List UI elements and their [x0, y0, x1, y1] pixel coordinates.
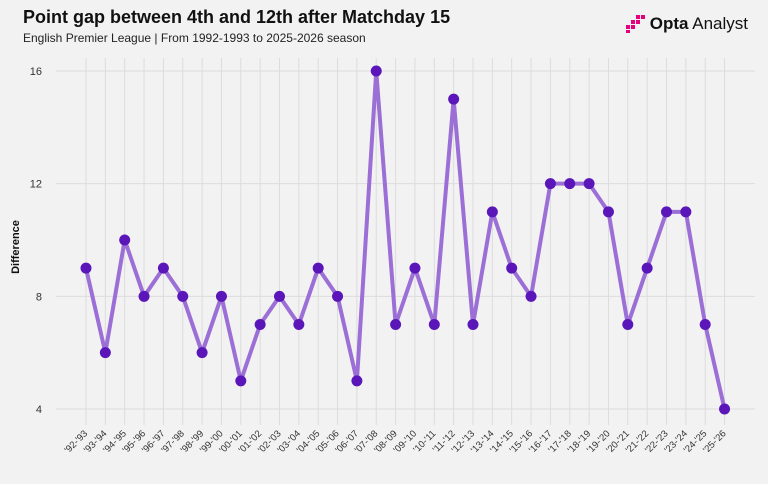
data-point: [525, 290, 537, 302]
data-point: [235, 375, 247, 387]
data-point: [602, 206, 614, 218]
data-point: [661, 206, 672, 218]
data-point: [699, 319, 711, 330]
series-line: [84, 69, 727, 411]
data-point: [274, 290, 285, 302]
data-point: [138, 290, 150, 302]
data-point: [177, 290, 189, 302]
brand-name-rest: Analyst: [688, 14, 748, 33]
brand-name-bold: Opta: [649, 14, 689, 33]
data-point: [80, 262, 92, 274]
data-point: [254, 319, 266, 330]
y-tick-label: 16: [30, 66, 42, 78]
data-point: [157, 262, 169, 274]
data-point: [99, 347, 111, 359]
brand-name: Opta Analyst: [650, 14, 748, 34]
data-point: [467, 319, 479, 330]
y-tick-label: 8: [36, 291, 42, 303]
data-point: [293, 319, 305, 330]
grid-lines: [56, 58, 755, 425]
chart-subtitle: English Premier League | From 1992-1993 …: [23, 31, 366, 45]
data-point: [486, 206, 498, 218]
data-point: [351, 375, 363, 387]
data-point: [719, 403, 731, 415]
data-point: [448, 93, 460, 105]
data-point: [119, 234, 131, 246]
data-point: [390, 319, 402, 330]
brand-logo: Opta Analyst: [624, 14, 748, 34]
data-point: [409, 262, 421, 274]
y-tick-label: 4: [36, 404, 42, 416]
chart-title: Point gap between 4th and 12th after Mat…: [23, 7, 451, 27]
data-point: [370, 65, 382, 77]
data-point: [641, 262, 653, 274]
data-point: [332, 290, 344, 302]
data-point: [506, 262, 518, 274]
data-point: [428, 319, 440, 330]
data-point: [680, 206, 692, 218]
y-tick-label: 12: [30, 179, 42, 191]
data-point: [196, 347, 208, 359]
opta-logo-icon: [625, 15, 645, 33]
data-point: [215, 290, 227, 302]
data-point: [312, 262, 324, 274]
data-point: [564, 178, 576, 190]
data-point: [583, 178, 595, 190]
data-point: [622, 319, 634, 330]
data-point: [544, 178, 556, 190]
